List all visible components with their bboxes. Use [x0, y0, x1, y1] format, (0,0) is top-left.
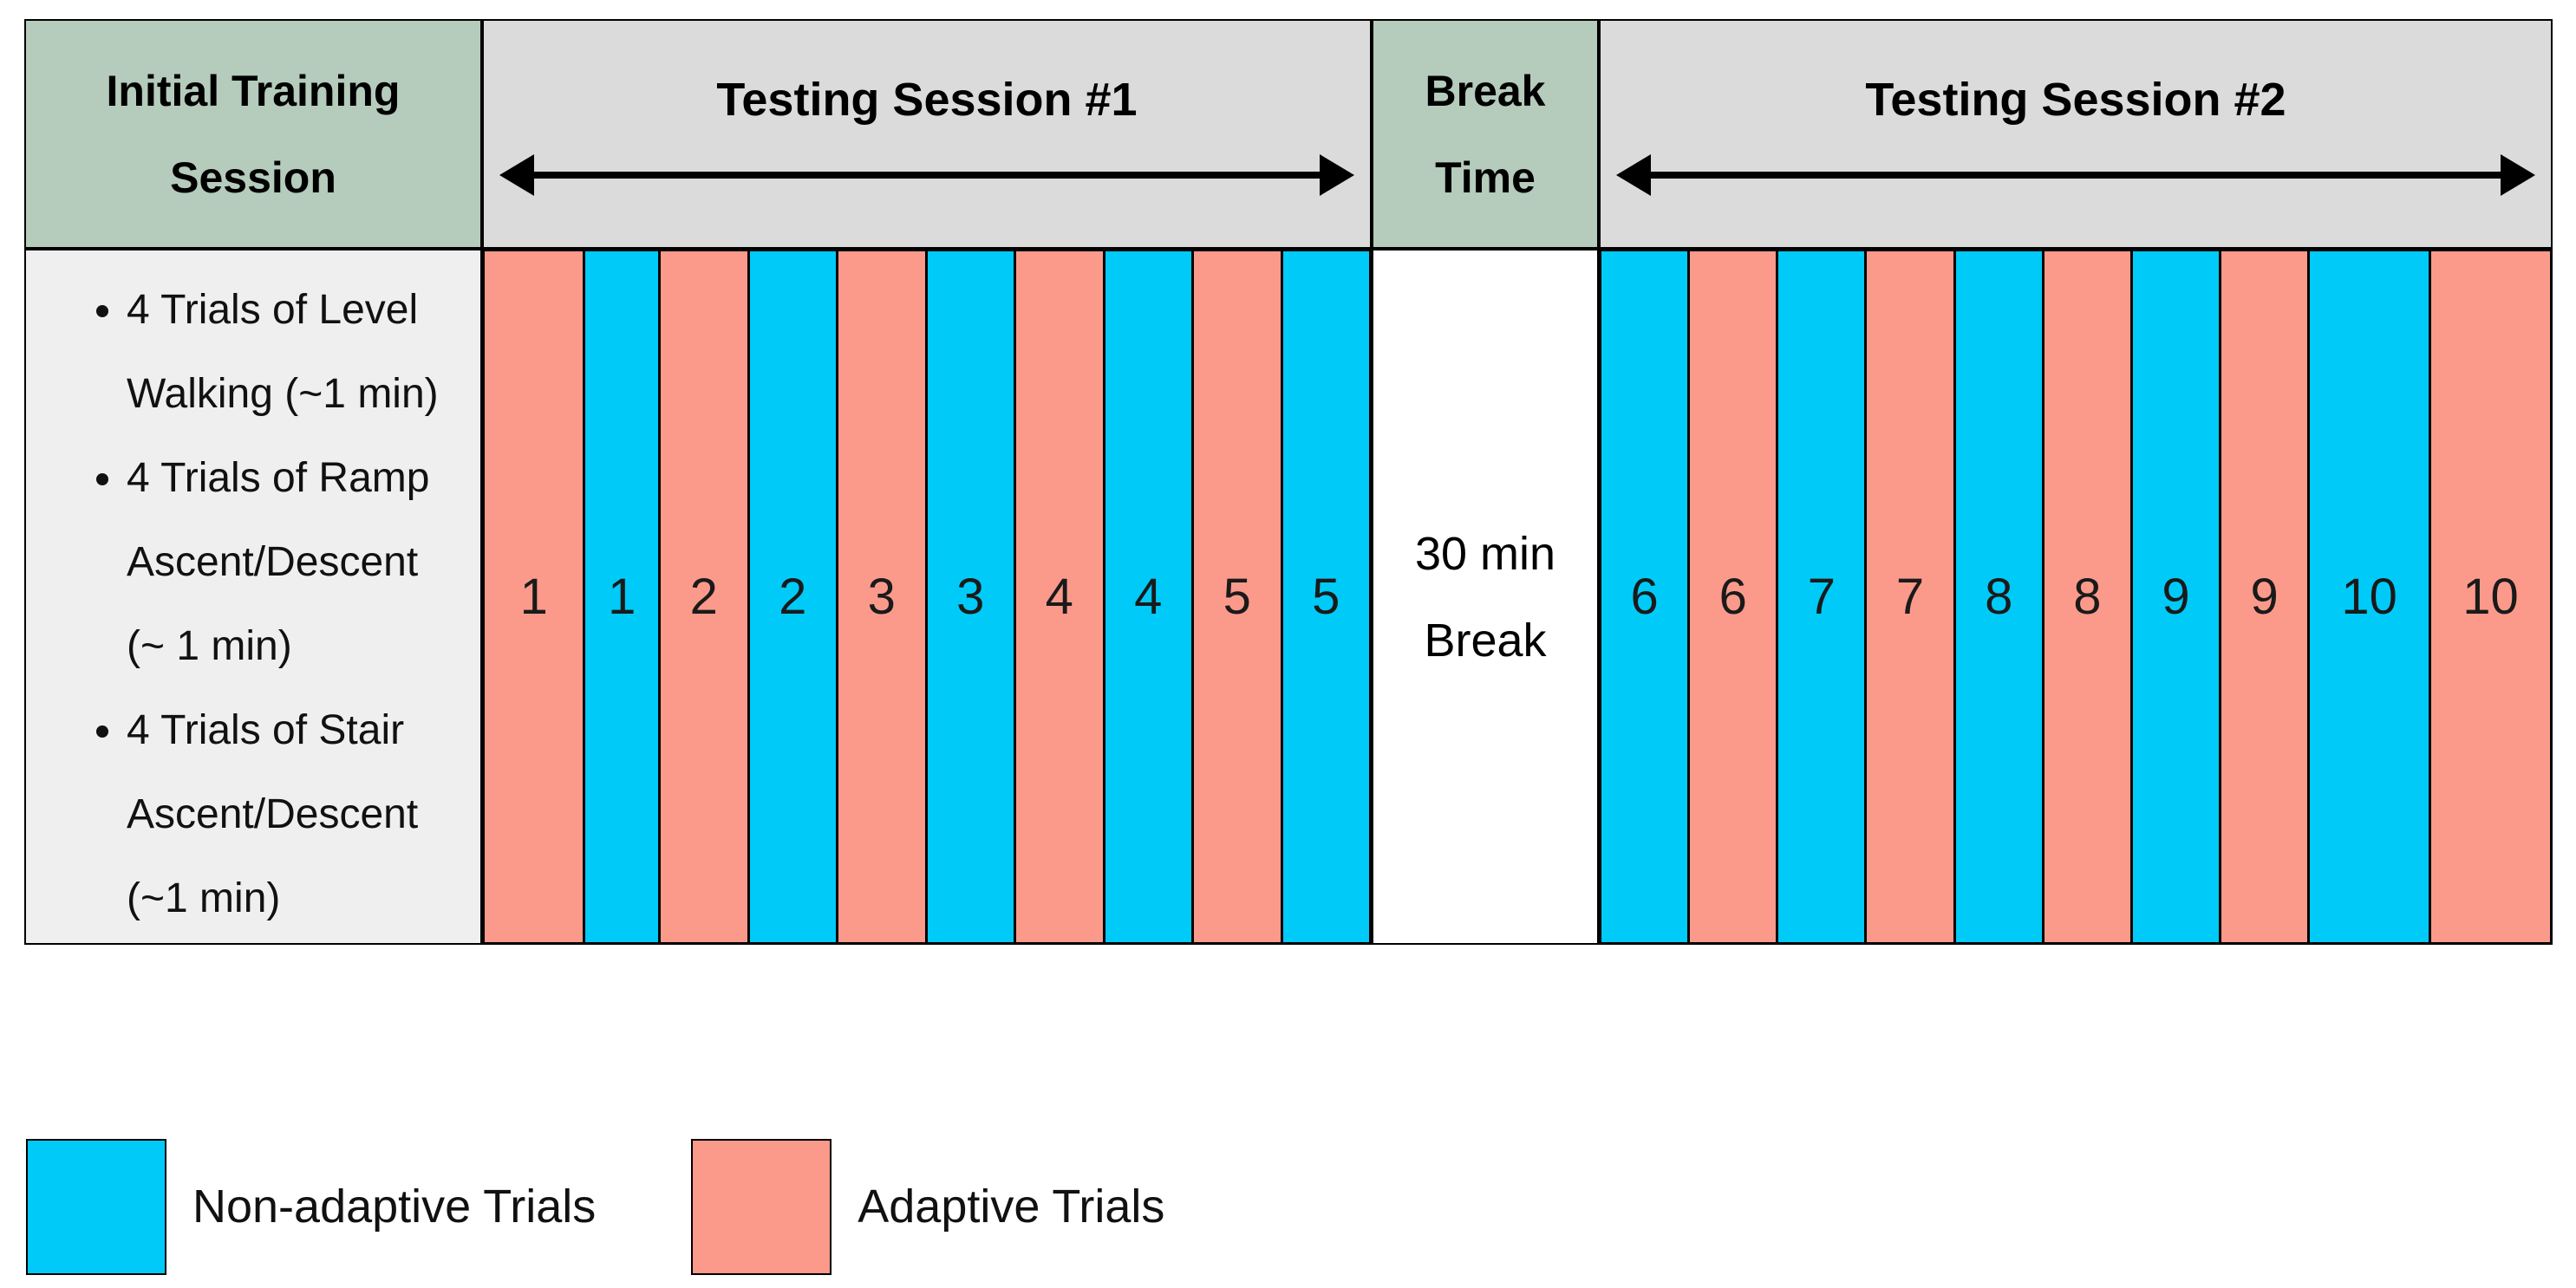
testing-session-2-header: Testing Session #2	[1599, 19, 2553, 249]
trial-bar-adaptive: 4	[1016, 249, 1105, 945]
training-bullet-list: 4 Trials of Level Walking (~1 min)4 Tria…	[26, 268, 480, 940]
trial-bar-non_adaptive: 10	[2310, 249, 2432, 945]
arrow-shaft	[527, 172, 1327, 179]
trial-bar-non_adaptive: 5	[1282, 249, 1372, 945]
trial-bar-adaptive: 6	[1690, 249, 1779, 945]
arrow-right-head	[2501, 154, 2535, 196]
training-bullet: 4 Trials of Ramp Ascent/Descent (~ 1 min…	[127, 436, 466, 688]
testing-session-1-title: Testing Session #1	[716, 74, 1138, 126]
legend-item-non_adaptive: Non-adaptive Trials	[26, 1138, 597, 1275]
trial-bar-adaptive: 1	[482, 249, 586, 945]
trial-bar-adaptive: 7	[1867, 249, 1956, 945]
trial-bar-adaptive: 10	[2431, 249, 2553, 945]
initial-training-header: Initial Training Session	[24, 19, 482, 249]
trial-bar-non_adaptive: 6	[1599, 249, 1691, 945]
trial-bar-non_adaptive: 3	[927, 249, 1016, 945]
initial-training-header-label: Initial Training Session	[106, 66, 401, 202]
trial-bar-adaptive: 2	[661, 249, 750, 945]
legend-label: Adaptive Trials	[858, 1181, 1165, 1233]
arrow-shaft	[1644, 172, 2508, 179]
trial-bar-non_adaptive: 1	[585, 249, 661, 945]
testing-session-2-title: Testing Session #2	[1865, 74, 2286, 126]
arrow-right-head	[1320, 154, 1354, 196]
trial-bar-adaptive: 8	[2044, 249, 2133, 945]
legend-swatch-adaptive	[691, 1138, 832, 1275]
double-arrow-icon	[1616, 154, 2535, 196]
legend: Non-adaptive Trials Adaptive Trials	[26, 1138, 1164, 1275]
legend-swatch-non_adaptive	[26, 1138, 166, 1275]
trial-bar-adaptive: 5	[1194, 249, 1283, 945]
initial-training-details: 4 Trials of Level Walking (~1 min)4 Tria…	[24, 249, 482, 945]
trial-bar-non_adaptive: 9	[2132, 249, 2222, 945]
legend-label: Non-adaptive Trials	[192, 1181, 597, 1233]
trial-bar-adaptive: 9	[2221, 249, 2311, 945]
double-arrow-icon	[499, 154, 1354, 196]
trial-bar-non_adaptive: 4	[1105, 249, 1194, 945]
break-time-header-label: Break Time	[1425, 66, 1546, 202]
training-bullet: 4 Trials of Level Walking (~1 min)	[127, 268, 466, 436]
break-duration-label: 30 min Break	[1414, 527, 1556, 667]
trial-bar-non_adaptive: 2	[749, 249, 838, 945]
session2-trial-bars: 6 6 7 7 8 8 9 9 10 10	[1599, 249, 2553, 945]
break-cell: 30 min Break	[1372, 249, 1599, 945]
trial-bar-non_adaptive: 8	[1955, 249, 2044, 945]
legend-item-adaptive: Adaptive Trials	[691, 1138, 1165, 1275]
trial-bar-non_adaptive: 7	[1778, 249, 1868, 945]
break-time-header: Break Time	[1372, 19, 1599, 249]
testing-session-1-header: Testing Session #1	[482, 19, 1372, 249]
training-bullet: 4 Trials of Stair Ascent/Descent (~1 min…	[127, 688, 466, 940]
trial-bar-adaptive: 3	[838, 249, 928, 945]
